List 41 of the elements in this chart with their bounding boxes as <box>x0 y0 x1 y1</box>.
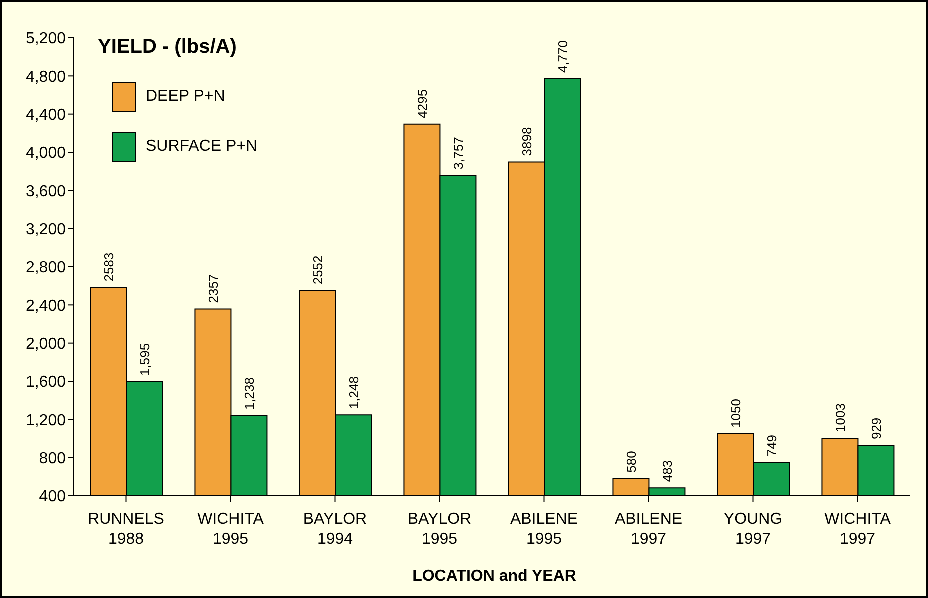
data-label: 1050 <box>728 399 744 428</box>
data-label: 1003 <box>833 404 848 432</box>
data-label: 580 <box>624 451 640 473</box>
y-tick-label: 5,200 <box>26 30 66 48</box>
data-label: 1,595 <box>138 343 153 376</box>
y-tick-label: 2,000 <box>26 336 66 354</box>
y-tick-label: 400 <box>39 488 66 506</box>
chart-title: YIELD - (lbs/A) <box>98 36 237 59</box>
data-label: 483 <box>660 460 676 482</box>
y-tick-label: 3,200 <box>26 222 66 239</box>
legend-label: DEEP P+N <box>146 88 226 106</box>
data-label: 2552 <box>310 256 326 285</box>
data-label: 3,757 <box>451 137 466 170</box>
data-label: 929 <box>869 418 884 440</box>
data-label: 1,248 <box>346 376 362 410</box>
data-label: 1,238 <box>242 377 258 410</box>
y-tick-label: 4,800 <box>26 68 66 86</box>
x-axis-title: LOCATION and YEAR <box>412 568 578 586</box>
x-tick-label: WICHITA 1997 <box>824 511 892 548</box>
x-tick-label: BAYLOR 1995 <box>408 511 472 548</box>
x-tick-label: WICHITA 1995 <box>198 511 264 548</box>
y-tick-label: 4,000 <box>26 145 66 162</box>
data-label: 4,770 <box>556 40 571 74</box>
data-label: 2583 <box>102 252 117 282</box>
x-tick-label: RUNNELS 1988 <box>88 511 164 548</box>
data-label: 749 <box>764 434 780 457</box>
x-tick-label: BAYLOR 1994 <box>303 511 368 548</box>
y-tick-label: 2,400 <box>26 298 66 315</box>
y-tick-label: 800 <box>39 450 66 468</box>
x-tick-label: YOUNG 1997 <box>724 511 783 548</box>
data-label: 2357 <box>206 274 222 304</box>
data-label: 3898 <box>520 127 535 156</box>
data-label: 4295 <box>415 89 430 118</box>
y-tick-label: 1,200 <box>26 412 66 430</box>
y-tick-label: 1,600 <box>26 374 66 392</box>
y-tick-label: 4,400 <box>26 107 66 124</box>
x-tick-label: ABILENE 1997 <box>614 511 683 548</box>
legend-label: SURFACE P+N <box>146 138 258 156</box>
y-tick-label: 3,600 <box>26 183 66 200</box>
x-tick-label: ABILENE 1995 <box>510 511 578 548</box>
y-tick-label: 2,800 <box>26 260 66 277</box>
